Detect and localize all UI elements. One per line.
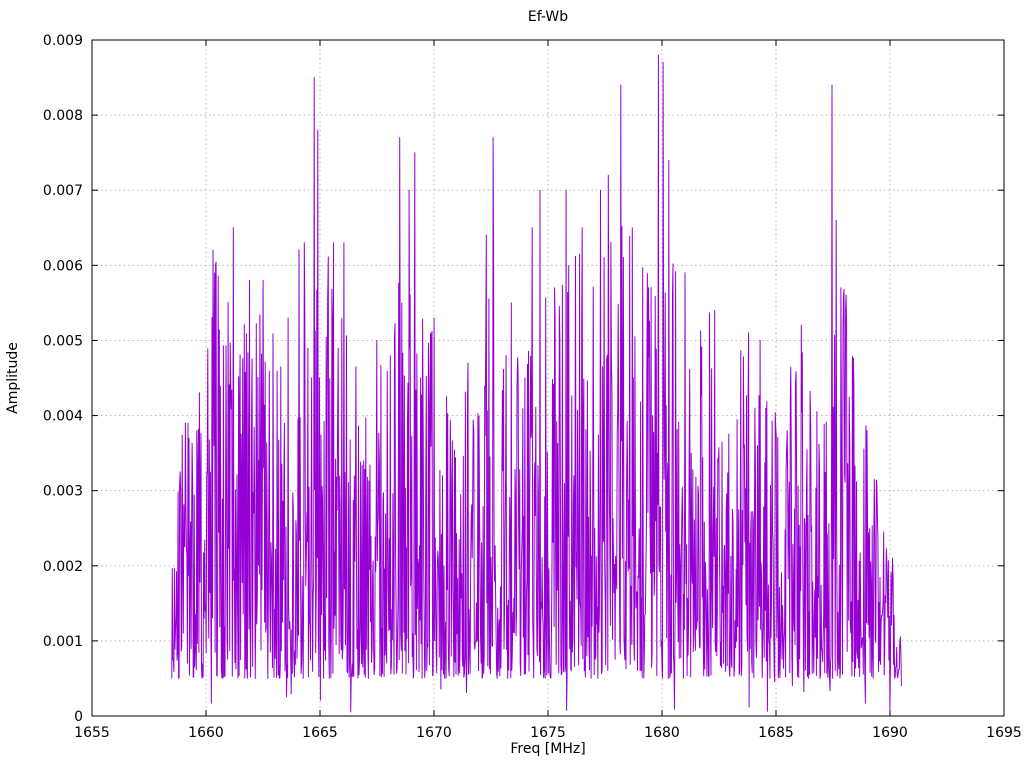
x-tick-label: 1690 — [872, 725, 908, 741]
tick-label-layer: 1655 1660 1665 1670 1675 1680 1685 1690 1695 0 0.0… — [43, 33, 1022, 741]
y-tick-label: 0.002 — [43, 559, 83, 575]
y-tick-label: 0.001 — [43, 634, 83, 650]
chart-title: Ef-Wb — [528, 9, 568, 25]
x-tick-label: 1660 — [188, 725, 224, 741]
x-tick-label: 1695 — [986, 725, 1022, 741]
y-tick-label: 0.009 — [43, 33, 83, 49]
y-tick-label: 0.004 — [43, 409, 83, 425]
y-axis-label: Amplitude — [5, 342, 21, 414]
y-tick-label: 0.003 — [43, 484, 83, 500]
signal-line — [171, 54, 902, 713]
y-tick-label: 0.006 — [43, 258, 83, 274]
x-tick-label: 1685 — [758, 725, 794, 741]
axis-layer — [91, 39, 1005, 717]
y-tick-label: 0.005 — [43, 333, 83, 349]
x-tick-label: 1675 — [530, 725, 566, 741]
x-tick-label: 1670 — [416, 725, 452, 741]
x-tick-label: 1680 — [644, 725, 680, 741]
x-axis-label: Freq [MHz] — [510, 741, 585, 757]
y-tick-label: 0.008 — [43, 108, 83, 124]
y-tick-label: 0 — [74, 709, 83, 725]
x-tick-label: 1655 — [74, 725, 110, 741]
y-tick-label: 0.007 — [43, 183, 83, 199]
x-tick-label: 1665 — [302, 725, 338, 741]
